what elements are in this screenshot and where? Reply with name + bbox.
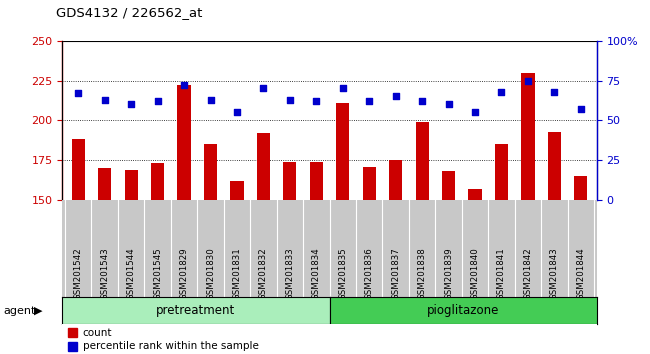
Text: pioglitazone: pioglitazone	[427, 304, 499, 317]
Point	[205, 97, 216, 103]
Bar	[548, 131, 561, 200]
Point	[470, 110, 480, 115]
Bar	[389, 160, 402, 200]
Bar	[521, 73, 534, 200]
Bar	[72, 139, 85, 200]
Bar	[336, 103, 350, 200]
Point	[417, 98, 427, 104]
Point	[99, 97, 110, 103]
Bar	[469, 189, 482, 200]
Text: pretreatment: pretreatment	[157, 304, 235, 317]
Point	[232, 110, 242, 115]
Point	[73, 90, 83, 96]
Text: count: count	[83, 328, 112, 338]
Point	[497, 89, 507, 95]
Bar	[442, 171, 455, 200]
Bar	[151, 163, 164, 200]
Bar	[230, 181, 244, 200]
Point	[311, 98, 322, 104]
Bar	[257, 133, 270, 200]
Point	[337, 86, 348, 91]
Point	[152, 98, 162, 104]
Bar	[68, 342, 77, 351]
Point	[576, 106, 586, 112]
Point	[126, 102, 136, 107]
Point	[443, 102, 454, 107]
Bar	[495, 144, 508, 200]
Bar	[415, 122, 429, 200]
Bar	[574, 176, 588, 200]
Point	[364, 98, 374, 104]
Text: ▶: ▶	[34, 306, 42, 316]
Text: GDS4132 / 226562_at: GDS4132 / 226562_at	[56, 6, 202, 19]
Bar	[363, 166, 376, 200]
Bar	[177, 85, 190, 200]
Bar	[98, 168, 111, 200]
Bar	[309, 162, 323, 200]
Text: agent: agent	[3, 306, 36, 316]
Bar	[68, 329, 77, 337]
Point	[285, 97, 295, 103]
Point	[258, 86, 268, 91]
Point	[179, 82, 189, 88]
Bar	[204, 144, 217, 200]
Bar	[283, 162, 296, 200]
Text: percentile rank within the sample: percentile rank within the sample	[83, 342, 259, 352]
Bar	[125, 170, 138, 200]
Point	[523, 78, 533, 83]
Point	[391, 93, 401, 99]
Point	[549, 89, 560, 95]
